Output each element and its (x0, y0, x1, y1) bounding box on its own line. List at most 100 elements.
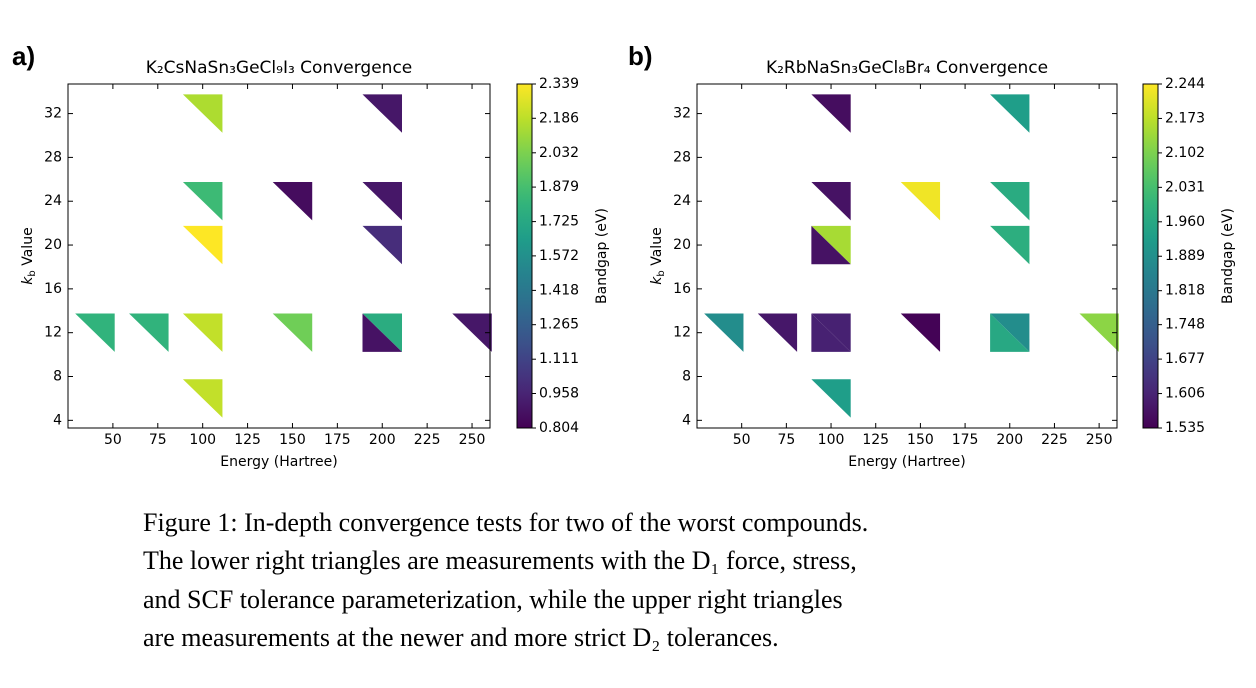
colorbar-tick-label: 0.958 (539, 385, 579, 401)
x-tick-label: 125 (234, 432, 261, 448)
panel-label: b) (628, 41, 653, 71)
upper-triangle (182, 379, 223, 418)
upper-triangle (990, 182, 1030, 221)
x-tick-label: 225 (414, 432, 441, 448)
colorbar-tick-label: 2.339 (539, 76, 579, 92)
colorbar (1142, 83, 1159, 429)
upper-triangle (900, 182, 941, 221)
y-label-symbol: k (20, 276, 36, 285)
y-tick-label: 12 (44, 325, 62, 341)
colorbar-tick-label: 1.725 (539, 214, 579, 230)
upper-triangle (811, 225, 851, 265)
x-tick-label: 200 (996, 432, 1023, 448)
colorbar-tick-label: 1.960 (1165, 214, 1205, 230)
colorbar-tick-label: 2.032 (539, 145, 579, 161)
upper-triangle (811, 94, 851, 133)
colorbar (516, 83, 533, 429)
y-tick-label: 24 (673, 193, 691, 209)
lower-triangle (362, 313, 403, 352)
plot-frame (67, 83, 491, 429)
panel-label: a) (12, 41, 35, 71)
caption-line: Figure 1: In-depth convergence tests for… (143, 508, 868, 537)
lower-triangle (811, 225, 851, 265)
upper-triangle (129, 313, 169, 352)
upper-triangle (811, 313, 851, 352)
upper-triangle (75, 313, 115, 352)
y-tick-label: 20 (44, 237, 62, 253)
upper-triangle (811, 379, 851, 418)
upper-triangle (900, 313, 941, 352)
y-tick-label: 28 (673, 149, 691, 165)
upper-triangle (704, 313, 744, 352)
upper-triangle (182, 182, 223, 221)
colorbar-tick-label: 2.031 (1165, 179, 1205, 195)
colorbar-tick-label: 1.572 (539, 248, 579, 264)
caption-line: are measurements at the newer and more s… (143, 623, 779, 652)
upper-triangle (362, 94, 403, 133)
upper-triangle (452, 313, 492, 352)
upper-triangle (990, 225, 1030, 265)
colorbar-tick-label: 1.418 (539, 282, 579, 298)
upper-triangle (272, 182, 313, 221)
upper-triangle (811, 182, 851, 221)
y-tick-label: 28 (44, 149, 62, 165)
colorbar-tick-label: 2.173 (1165, 110, 1205, 126)
y-tick-label: 8 (682, 369, 691, 385)
colorbar-tick-label: 1.535 (1165, 420, 1205, 436)
plot-frame (696, 83, 1118, 429)
y-tick-label: 32 (44, 106, 62, 122)
x-tick-label: 50 (104, 432, 122, 448)
chart-title: K₂CsNaSn₃GeCl₉I₃ Convergence (146, 58, 413, 78)
upper-triangle (757, 313, 798, 352)
upper-triangle (362, 225, 403, 265)
y-axis-label: kb Value (649, 227, 667, 284)
x-axis-label: Energy (Hartree) (848, 454, 965, 470)
colorbar-label: Bandgap (eV) (594, 208, 610, 304)
upper-triangle (362, 313, 403, 352)
x-tick-label: 175 (324, 432, 351, 448)
x-tick-label: 100 (189, 432, 216, 448)
colorbar-tick-label: 1.265 (539, 317, 579, 333)
colorbar-tick-label: 1.606 (1165, 386, 1205, 402)
upper-triangle (182, 313, 223, 352)
y-label-symbol: k (649, 276, 665, 285)
colorbar-tick-label: 2.186 (539, 110, 579, 126)
x-tick-label: 150 (907, 432, 934, 448)
y-label-text: Value (649, 227, 665, 265)
colorbar-label: Bandgap (eV) (1220, 208, 1236, 304)
y-tick-label: 16 (673, 281, 691, 297)
chart-title: K₂RbNaSn₃GeCl₈Br₄ Convergence (766, 58, 1048, 78)
x-tick-label: 175 (952, 432, 979, 448)
upper-triangle (362, 182, 403, 221)
y-tick-label: 8 (53, 369, 62, 385)
upper-triangle (990, 94, 1030, 133)
x-tick-label: 100 (818, 432, 845, 448)
caption-line: The lower right triangles are measuremen… (143, 546, 857, 575)
x-tick-label: 225 (1041, 432, 1068, 448)
x-tick-label: 125 (862, 432, 889, 448)
y-tick-label: 12 (673, 325, 691, 341)
y-tick-label: 24 (44, 193, 62, 209)
x-tick-label: 200 (369, 432, 396, 448)
upper-triangle (1079, 313, 1119, 352)
x-axis-label: Energy (Hartree) (220, 454, 337, 470)
y-label-text: Value (20, 227, 36, 265)
caption-line: and SCF tolerance parameterization, whil… (143, 585, 843, 614)
upper-triangle (990, 313, 1030, 352)
y-tick-label: 16 (44, 281, 62, 297)
colorbar-tick-label: 1.879 (539, 179, 579, 195)
y-tick-label: 32 (673, 106, 691, 122)
lower-triangle (990, 313, 1030, 352)
upper-triangle (182, 94, 223, 133)
x-tick-label: 250 (459, 432, 486, 448)
colorbar-tick-label: 0.804 (539, 420, 579, 436)
colorbar-tick-label: 1.818 (1165, 283, 1205, 299)
colorbar-tick-label: 1.111 (539, 351, 579, 367)
y-tick-label: 4 (53, 412, 62, 428)
y-label-subscript: b (656, 270, 667, 276)
y-axis-label: kb Value (20, 227, 38, 284)
colorbar-tick-label: 2.244 (1165, 76, 1205, 92)
x-tick-label: 75 (149, 432, 167, 448)
x-tick-label: 75 (777, 432, 795, 448)
colorbar-tick-label: 1.889 (1165, 248, 1205, 264)
